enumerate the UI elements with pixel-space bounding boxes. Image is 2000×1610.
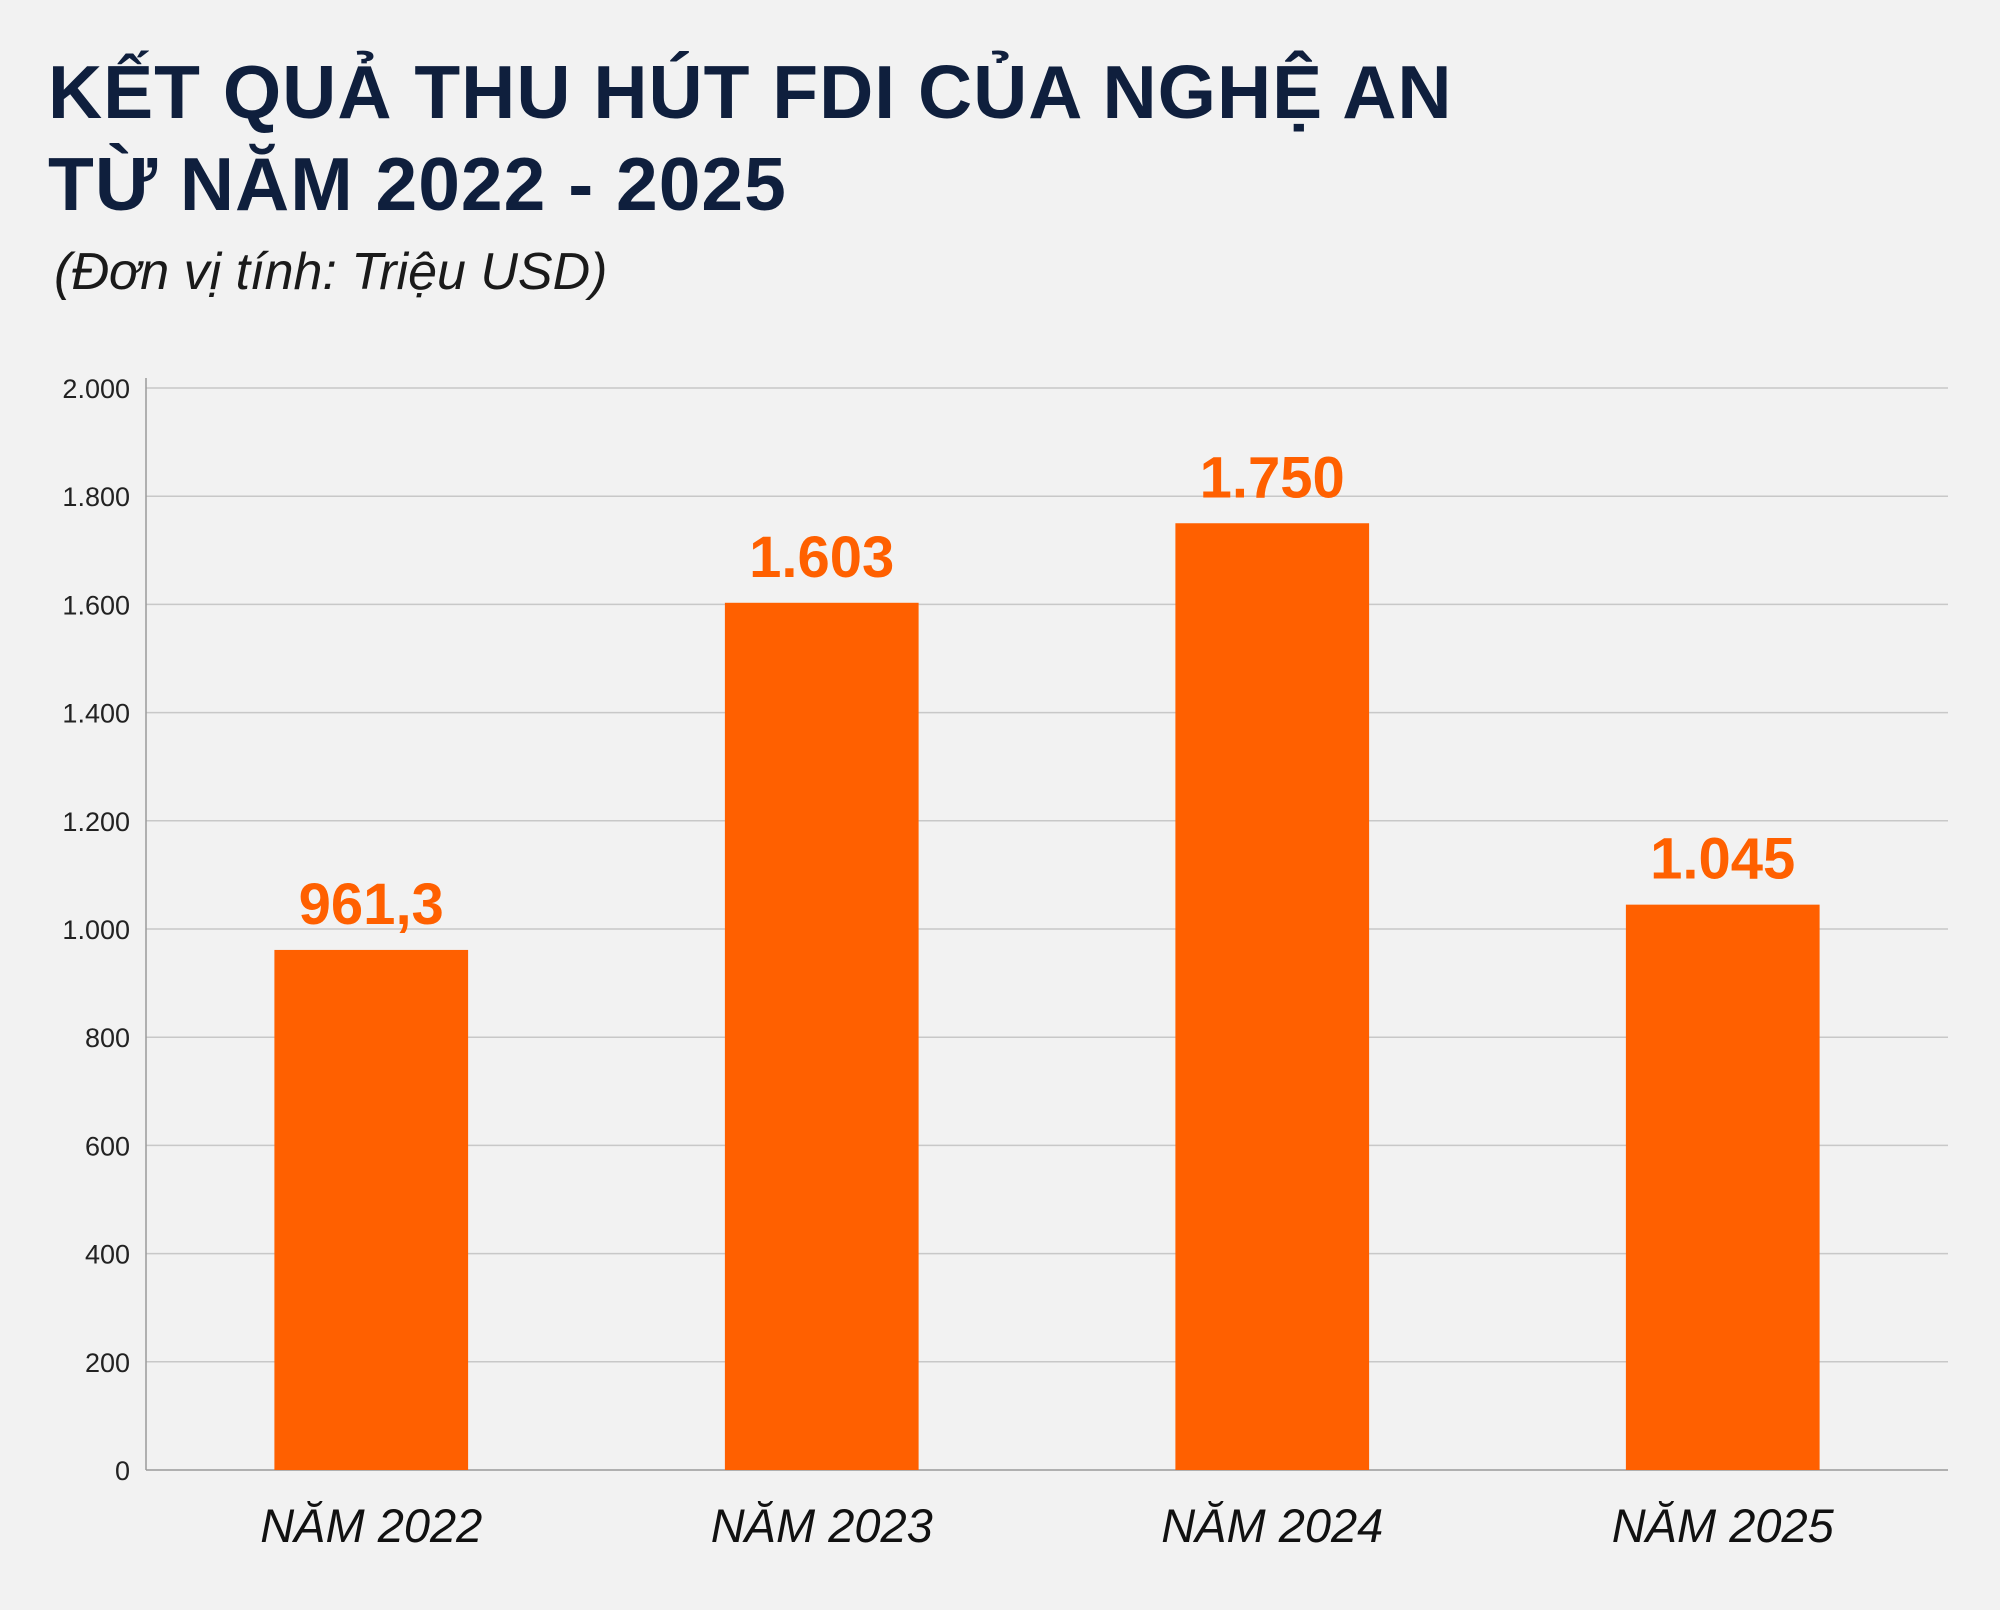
x-tick-label: NĂM 2023 <box>711 1499 933 1552</box>
y-tick-label: 0 <box>115 1456 130 1486</box>
labels: 961,3 NĂM 2022 1.603 NĂM 2023 1.750 NĂM 2024 1… <box>260 445 1834 1552</box>
chart-title: KẾT QUẢ THU HÚT FDI CỦA NGHỆ AN TỪ NĂM 2… <box>48 46 1453 230</box>
bar <box>1175 523 1370 1470</box>
y-tick-label: 2.000 <box>62 374 130 404</box>
x-tick-label: NĂM 2024 <box>1161 1499 1383 1552</box>
chart-subtitle: (Đơn vị tính: Triệu USD) <box>54 243 608 301</box>
data-label: 1.750 <box>1200 445 1345 510</box>
y-tick-label: 1.800 <box>62 482 130 512</box>
y-tick-label: 600 <box>85 1131 130 1161</box>
y-tick-label: 200 <box>85 1348 130 1378</box>
axes: 0 200 400 600 800 1.000 1.200 1.400 1.600 1.800 2.… <box>62 374 1948 1486</box>
y-tick-label: 1.200 <box>62 807 130 837</box>
bar <box>274 949 469 1470</box>
x-tick-label: NĂM 2025 <box>1612 1499 1835 1552</box>
chart-title-line-2: TỪ NĂM 2022 - 2025 <box>48 142 787 226</box>
x-tick-label: NĂM 2022 <box>260 1499 482 1552</box>
data-label: 1.603 <box>749 525 894 590</box>
y-tick-label: 1.000 <box>62 915 130 945</box>
data-label: 961,3 <box>299 872 444 937</box>
bar <box>1625 904 1820 1470</box>
y-tick-label: 400 <box>85 1240 130 1270</box>
chart-title-line-1: KẾT QUẢ THU HÚT FDI CỦA NGHỆ AN <box>48 50 1453 134</box>
data-label: 1.045 <box>1650 827 1795 892</box>
y-tick-label: 1.400 <box>62 699 130 729</box>
y-tick-label: 1.600 <box>62 590 130 620</box>
bars <box>274 523 1820 1470</box>
bar <box>724 602 919 1470</box>
y-tick-label: 800 <box>85 1023 130 1053</box>
